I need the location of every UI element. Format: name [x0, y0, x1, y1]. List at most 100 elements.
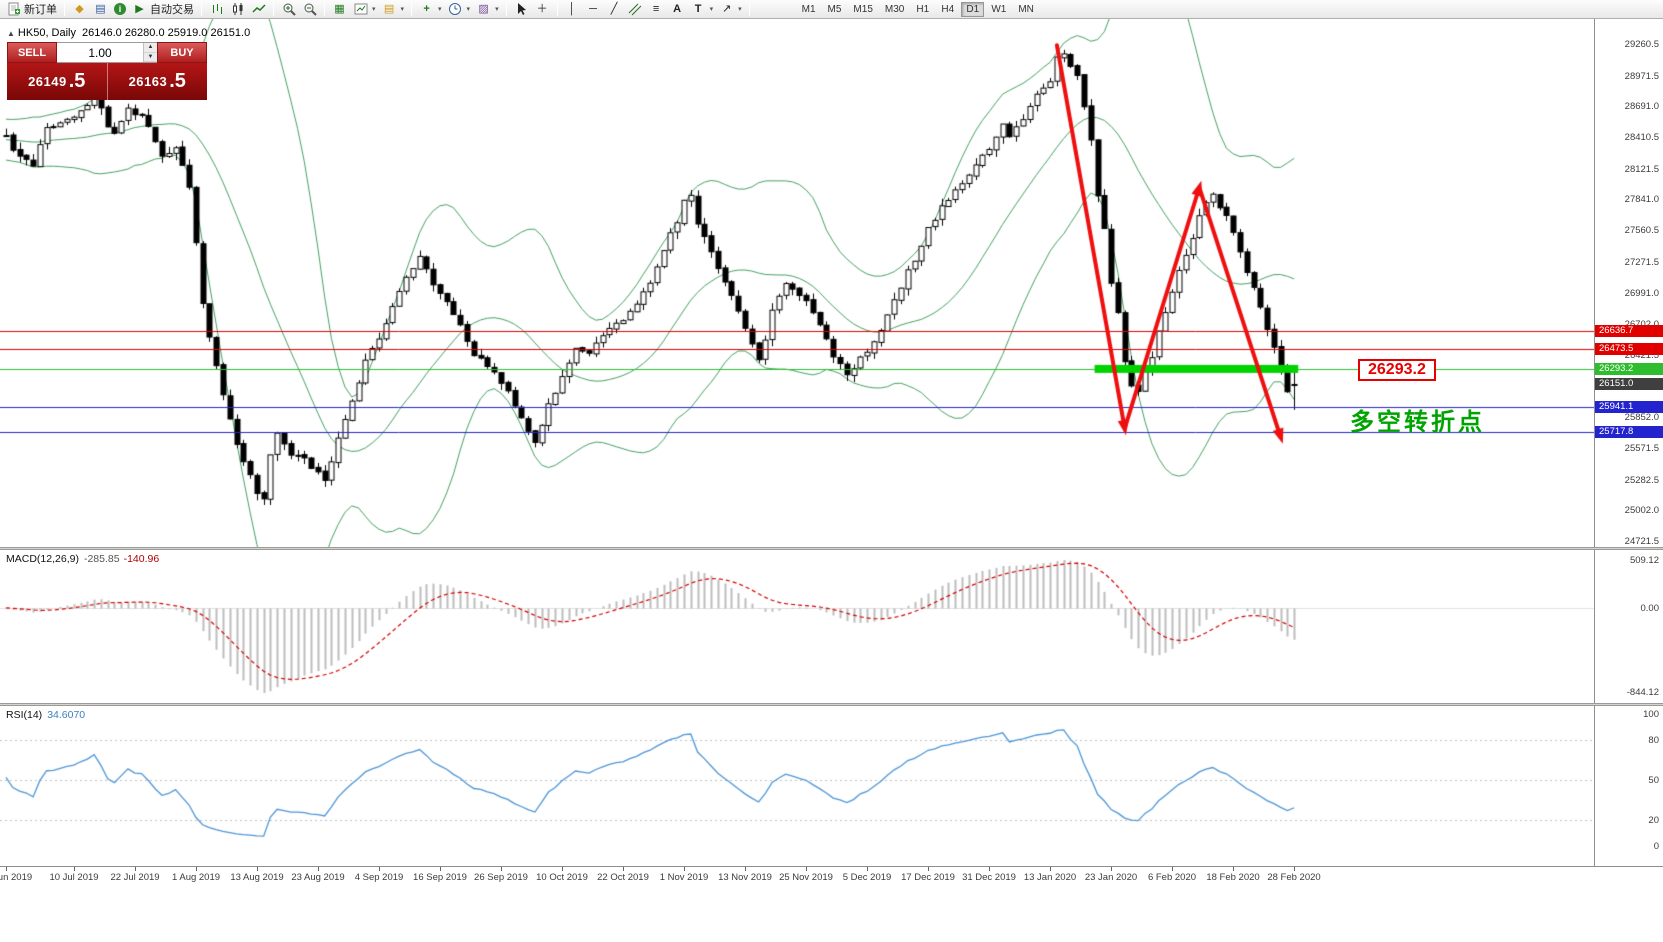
time-axis-date: 23 Jan 2020: [1084, 872, 1138, 883]
toolbar-separator: [748, 2, 750, 16]
vertical-line-tool[interactable]: │: [562, 1, 583, 18]
market-watch-button[interactable]: ◆: [69, 1, 90, 18]
timeframe-button-m5[interactable]: M5: [827, 3, 842, 15]
toolbar-separator: [556, 2, 558, 16]
time-axis-tick: [1050, 867, 1051, 871]
timeframe-button-m15[interactable]: M15: [853, 3, 873, 15]
toolbar-separator: [324, 2, 325, 16]
time-axis-tick: [928, 867, 929, 871]
macd-panel: MACD(12,26,9) -285.85 -140.96 509.12 0.00 …: [0, 550, 1663, 703]
price-chart-canvas[interactable]: [0, 19, 1594, 547]
rsi-panel: RSI(14) 34.6070 100 80 50 20 0: [0, 706, 1663, 866]
time-axis-tick: [257, 867, 258, 871]
toolbar-separator: [64, 2, 65, 16]
time-axis-tick: [6, 867, 7, 871]
price-axis-label: 26991.0: [1624, 287, 1659, 299]
volume-down-icon[interactable]: ▼: [144, 52, 157, 62]
price-tag: 26636.7: [1595, 325, 1663, 338]
time-axis-date: 6 Feb 2020: [1147, 872, 1197, 883]
timeframe-button-h4[interactable]: H4: [941, 3, 955, 15]
price-axis-label: 24721.5: [1624, 536, 1659, 547]
timeframe-button-w1[interactable]: W1: [991, 3, 1007, 15]
crosshair-tool-button[interactable]: ＋: [532, 1, 553, 18]
timeframe-button-h1[interactable]: H1: [916, 3, 930, 15]
candlestick-chart-button[interactable]: [227, 1, 248, 18]
timeframe-button-m1[interactable]: M1: [801, 3, 816, 15]
volume-value: 1.00: [88, 45, 112, 60]
arrows-tool[interactable]: ↗ ▾: [716, 1, 745, 18]
profiles-button[interactable]: ▤ ▾: [379, 1, 408, 18]
buy-price-frac: .5: [169, 70, 186, 92]
fibonacci-tool[interactable]: ≡: [646, 1, 667, 18]
sell-button[interactable]: SELL: [7, 42, 57, 63]
rsi-canvas[interactable]: [0, 706, 1594, 866]
toolbar: 新订单 ◆ ▤ i ▶ 自动交易 ▦ ▾ ▤ ▾ + ▾ ▾ ▨ ▾ ＋ │ ─ ╱ …: [0, 0, 1663, 19]
time-axis-date: 10 Jul 2019: [49, 872, 99, 883]
sell-price[interactable]: 26149.5: [7, 63, 108, 100]
timeframe-button-mn[interactable]: MN: [1018, 3, 1034, 15]
profiles-icon: ▤: [383, 2, 395, 15]
volume-up-icon[interactable]: ▲: [144, 43, 157, 53]
turning-point-annotation: 多空转折点: [1350, 409, 1485, 436]
new-order-label: 新订单: [24, 4, 57, 16]
time-axis-tick: [1233, 867, 1234, 871]
new-chart-button[interactable]: ▾: [350, 1, 379, 18]
price-axis-label: 28121.5: [1624, 163, 1659, 175]
time-axis[interactable]: 27 Jun 2019 10 Jul 2019 22 Jul 2019 1 Aug 2…: [0, 866, 1663, 886]
periods-button[interactable]: ▾: [445, 1, 474, 18]
time-axis-date: 22 Oct 2019: [597, 872, 649, 883]
macd-canvas[interactable]: [0, 550, 1594, 703]
timeframe-button-d1[interactable]: D1: [961, 1, 985, 17]
text-label-tool[interactable]: T ▾: [688, 1, 717, 18]
macd-label: MACD(12,26,9) -285.85 -140.96: [6, 553, 159, 565]
cursor-tool-button[interactable]: [511, 1, 532, 18]
volume-field[interactable]: 1.00 ▲ ▼: [57, 42, 157, 63]
zoom-out-button[interactable]: [299, 1, 320, 18]
trendline-tool[interactable]: ╱: [604, 1, 625, 18]
channel-tool[interactable]: [625, 1, 646, 18]
volume-spinner[interactable]: ▲ ▼: [143, 43, 157, 62]
time-axis-tick: [379, 867, 380, 871]
macd-axis-zero: 0.00: [1640, 602, 1660, 614]
chart-caption: ▲ HK50, Daily 26146.0 26280.0 25919.0 2615…: [7, 27, 250, 39]
time-axis-date: 26 Sep 2019: [474, 872, 528, 883]
time-axis-date: 1 Aug 2019: [171, 872, 221, 883]
panel-separator[interactable]: [0, 547, 1663, 550]
price-tag: 25717.8: [1595, 425, 1663, 438]
data-window-button[interactable]: ▤: [90, 1, 111, 18]
time-axis-date: 28 Feb 2020: [1267, 872, 1321, 883]
tile-windows-button[interactable]: ▦: [329, 1, 350, 18]
price-axis-label: 25002.0: [1624, 505, 1659, 517]
panel-separator[interactable]: [0, 703, 1663, 706]
chevron-down-icon: ▾: [738, 6, 742, 13]
time-axis-date: 4 Sep 2019: [354, 872, 404, 883]
templates-button[interactable]: ▨ ▾: [473, 1, 502, 18]
toolbar-separator: [505, 2, 507, 16]
price-axis[interactable]: 29260.5 28971.5 28691.0 28410.5 28121.5 27841…: [1594, 19, 1663, 547]
navigator-button[interactable]: i: [111, 1, 129, 18]
timeframe-button-m30[interactable]: M30: [884, 3, 905, 15]
zoom-out-icon: [302, 2, 317, 17]
time-axis-date: 1 Nov 2019: [659, 872, 709, 883]
bottom-space: [0, 886, 1663, 942]
buy-price[interactable]: 26163.5: [108, 63, 208, 100]
bar-chart-button[interactable]: [206, 1, 227, 18]
arrow-marker-icon: ↗: [721, 2, 732, 15]
line-chart-button[interactable]: [248, 1, 269, 18]
time-axis-date: 22 Jul 2019: [110, 872, 160, 883]
time-axis-tick: [74, 867, 75, 871]
buy-button[interactable]: BUY: [157, 42, 207, 63]
macd-main-value: -285.85: [83, 553, 120, 565]
zoom-in-button[interactable]: [278, 1, 299, 18]
text-tool[interactable]: A: [667, 1, 688, 18]
horizontal-line-tool[interactable]: ─: [583, 1, 604, 18]
new-order-button[interactable]: 新订单: [3, 1, 60, 18]
autotrading-button[interactable]: ▶ 自动交易: [129, 1, 197, 18]
time-axis-date: 27 Jun 2019: [0, 872, 33, 883]
main-chart-panel: ▲ HK50, Daily 26146.0 26280.0 25919.0 2615…: [0, 19, 1663, 547]
time-axis-date: 10 Oct 2019: [536, 872, 588, 883]
horizontal-line-icon: ─: [589, 2, 597, 15]
zoom-in-icon: [281, 2, 296, 17]
indicators-button[interactable]: + ▾: [416, 1, 445, 18]
price-axis-label: 26421.5: [1624, 349, 1659, 361]
